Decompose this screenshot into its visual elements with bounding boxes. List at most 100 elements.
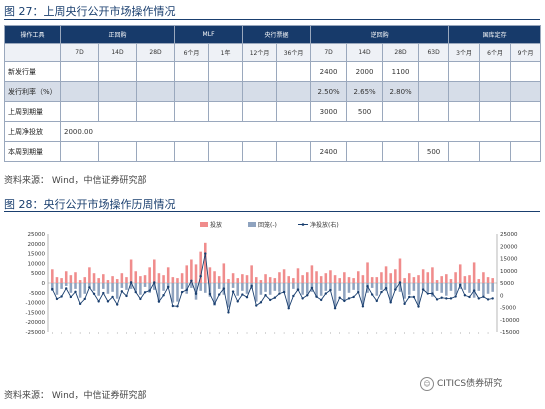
net-injection-value: 2000.00 [59, 121, 542, 142]
withdrawal-bar [120, 283, 124, 288]
withdrawal-bar [83, 283, 87, 294]
withdrawal-bar [180, 283, 184, 289]
table-cell: 3000 [310, 101, 348, 122]
table-cell [242, 141, 278, 162]
table-cell [448, 81, 481, 102]
injection-bar [468, 275, 471, 283]
table-cell [510, 101, 542, 122]
injection-bar [268, 277, 272, 283]
weekly-ops-chart: 25000 20000 15000 10000 5000 0 -5000 -10000 -150… [26, 221, 520, 336]
wechat-icon: ☺ [420, 376, 434, 391]
withdrawal-bar [208, 283, 212, 297]
table-cell [174, 141, 210, 162]
net-injection-point [273, 296, 277, 299]
subheader-cell: 6个月 [174, 43, 210, 62]
table-cell [242, 81, 278, 102]
injection-bar [171, 277, 175, 283]
net-injection-point [421, 288, 425, 291]
injection-bar [69, 275, 73, 283]
row-label: 上周到期量 [4, 101, 61, 122]
left-tick-label: 15000 [28, 252, 46, 258]
net-injection-point [241, 293, 244, 296]
injection-bar [199, 251, 202, 283]
net-injection-point [134, 290, 137, 294]
injection-bar [287, 276, 290, 283]
subheader-cell: 6个月 [479, 43, 512, 62]
injection-bar [208, 267, 212, 283]
net-injection-point [380, 290, 383, 294]
injection-bar [347, 277, 351, 283]
net-injection-point [92, 292, 96, 295]
net-injection-point [408, 295, 411, 299]
injection-bar [92, 273, 96, 283]
table-cell [479, 61, 512, 82]
withdrawal-bar [69, 283, 73, 293]
withdrawal-bar [162, 283, 165, 291]
injection-bar [472, 262, 476, 283]
table-cell: 2.65% [346, 81, 384, 102]
withdrawal-bar [301, 283, 304, 295]
fig28-source: 资料来源： Wind，中信证券研究部 [4, 391, 147, 401]
net-injection-point [125, 294, 128, 298]
injection-bar [115, 279, 119, 283]
header-bills: 央行票据 [242, 25, 312, 44]
table-cell [479, 81, 512, 102]
injection-bar [227, 279, 230, 283]
fig28-title-rule [4, 211, 540, 212]
withdrawal-bar [102, 283, 105, 289]
right-tick-label: -5000 [500, 306, 516, 312]
table-cell: 500 [418, 141, 450, 162]
injection-bar [380, 272, 383, 283]
net-injection-point [88, 286, 91, 289]
injection-bar [398, 258, 402, 283]
net-injection-point [264, 294, 267, 297]
withdrawal-bar [315, 283, 318, 297]
net-injection-point [463, 294, 467, 297]
subheader-cell: 28D [382, 43, 420, 62]
net-injection-point [491, 297, 494, 300]
table-cell: 2400 [310, 141, 348, 162]
table-row: 发行利率（%） 2.50% 2.65% 2.80% [4, 81, 542, 102]
injection-bar [394, 269, 397, 283]
net-injection-point [162, 294, 165, 297]
withdrawal-bar [176, 283, 179, 302]
table-cell [174, 81, 210, 102]
withdrawal-bar [199, 283, 202, 291]
right-tick-label: 10000 [500, 269, 518, 275]
right-tick-label: 15000 [500, 257, 518, 263]
injection-bar [78, 280, 82, 283]
net-injection-point [83, 297, 86, 301]
injection-bar [319, 276, 323, 283]
net-injection-point [185, 288, 188, 292]
subheader-cell: 3个月 [448, 43, 481, 62]
injection-bar [361, 275, 365, 283]
withdrawal-bar [417, 283, 420, 305]
fig27-title: 图 27：上周央行公开市场操作情况 [4, 5, 176, 18]
subheader-cell: 14D [98, 43, 137, 62]
net-injection-point [157, 300, 161, 303]
table-cell: 500 [346, 101, 384, 122]
net-injection-point [375, 299, 378, 303]
injection-bar [139, 276, 142, 283]
subheader-row: 7D 14D 28D 6个月 1年 12个月 36个月 7D 14D 28D 63D 3个月 6个月 9个… [4, 43, 542, 62]
net-injection-point [394, 288, 397, 291]
withdrawal-bar [213, 283, 216, 306]
withdrawal-bar [115, 283, 119, 299]
withdrawal-bar [333, 283, 337, 307]
injection-bar [88, 267, 91, 283]
injection-bar [222, 263, 226, 283]
injection-bar [129, 259, 133, 283]
net-injection-point [111, 295, 114, 299]
withdrawal-bar [398, 283, 402, 292]
injection-bar [486, 277, 490, 283]
left-tick-label: 0 [42, 281, 46, 287]
injection-bar [445, 274, 448, 283]
injection-bar [278, 272, 281, 283]
subheader-cell: 36个月 [276, 43, 312, 62]
table-cell: 1100 [382, 61, 420, 82]
withdrawal-bar [231, 283, 235, 288]
injection-bar [366, 262, 369, 283]
table-cell [208, 81, 244, 102]
withdrawal-bar [268, 283, 272, 295]
withdrawal-bar [296, 283, 300, 291]
